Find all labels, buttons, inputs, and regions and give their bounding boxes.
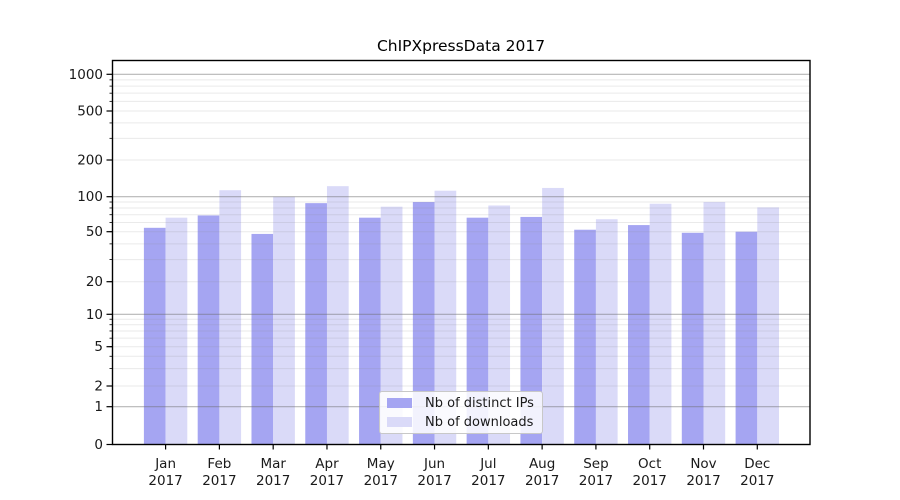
x-tick-label-month: Aug: [529, 456, 555, 472]
x-tick-label-year: 2017: [256, 473, 290, 489]
x-tick-label-year: 2017: [579, 473, 613, 489]
x-tick-label-year: 2017: [633, 473, 667, 489]
bar-distinct-ips: [305, 203, 327, 445]
x-tick-label-month: Feb: [207, 456, 231, 472]
y-tick-label: 500: [77, 104, 103, 120]
x-tick-label-year: 2017: [686, 473, 720, 489]
bar-downloads: [488, 205, 511, 445]
y-tick-label: 5: [94, 339, 103, 355]
x-tick-label-year: 2017: [364, 473, 398, 489]
bar-distinct-ips: [412, 202, 435, 445]
bar-distinct-ips: [520, 216, 543, 445]
x-tick-label-month: Dec: [744, 456, 770, 472]
bar-distinct-ips: [681, 232, 704, 445]
y-tick-label: 1000: [69, 67, 103, 83]
x-tick-label-month: Jun: [423, 456, 445, 472]
y-tick-label: 0: [94, 437, 103, 453]
bar-distinct-ips: [574, 229, 596, 445]
x-tick-label-year: 2017: [310, 473, 344, 489]
bar-downloads: [219, 190, 242, 445]
x-tick-label-year: 2017: [148, 473, 182, 489]
x-tick-label-year: 2017: [525, 473, 559, 489]
bar-downloads: [649, 203, 672, 445]
legend-swatch-downloads: [387, 417, 412, 427]
x-tick-label-month: Jul: [479, 456, 496, 472]
bar-downloads: [326, 186, 349, 445]
bar-downloads: [165, 217, 188, 445]
legend-item-distinct-ips: Nb of distinct IPs: [387, 396, 542, 411]
x-tick-label-month: Apr: [315, 456, 339, 472]
bar-distinct-ips: [628, 225, 650, 445]
y-tick-label: 200: [77, 153, 103, 169]
x-tick-label-year: 2017: [417, 473, 451, 489]
y-tick-label: 10: [86, 307, 103, 323]
legend: Nb of distinct IPs Nb of downloads: [379, 391, 543, 434]
x-tick-label-month: May: [367, 456, 395, 472]
plot-frame: [111, 59, 811, 446]
y-tick-label: 2: [94, 379, 103, 395]
x-tick-label-month: Oct: [638, 456, 661, 472]
x-tick-label-month: Jan: [154, 456, 176, 472]
bar-distinct-ips: [143, 227, 166, 445]
bar-distinct-ips: [466, 217, 489, 445]
x-tick-label-year: 2017: [202, 473, 236, 489]
legend-label-downloads: Nb of downloads: [425, 414, 534, 430]
legend-item-downloads: Nb of downloads: [387, 415, 542, 430]
bar-downloads: [380, 206, 403, 445]
bar-downloads: [273, 196, 295, 445]
bar-downloads: [595, 219, 618, 445]
x-tick-label-month: Sep: [583, 456, 608, 472]
chart-title: ChIPXpressData 2017: [376, 37, 546, 55]
y-tick-label: 50: [86, 224, 103, 240]
bar-distinct-ips: [735, 231, 758, 445]
legend-label-distinct-ips: Nb of distinct IPs: [425, 395, 534, 411]
x-tick-label-year: 2017: [740, 473, 774, 489]
legend-swatch-distinct-ips: [387, 398, 412, 408]
y-tick-label: 1: [94, 399, 103, 415]
y-tick-label: 100: [77, 189, 103, 205]
x-tick-label-month: Mar: [260, 456, 286, 472]
y-tick-label: 20: [86, 274, 103, 290]
bar-distinct-ips: [251, 233, 274, 445]
bar-distinct-ips: [359, 217, 381, 445]
bar-downloads: [434, 190, 457, 445]
bar-downloads: [542, 187, 564, 445]
x-tick-label-year: 2017: [471, 473, 505, 489]
bar-distinct-ips: [197, 215, 220, 445]
bar-downloads: [703, 202, 726, 445]
x-tick-label-month: Nov: [690, 456, 716, 472]
bar-downloads: [757, 207, 779, 445]
